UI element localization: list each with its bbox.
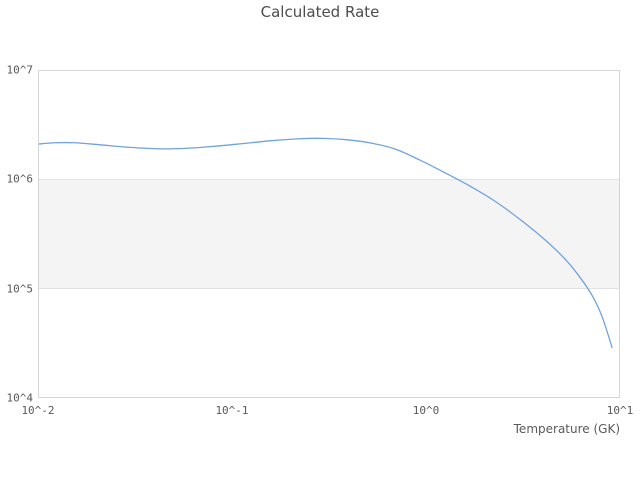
y-tick-label: 10^5 (6, 282, 34, 296)
y-tick-label: 10^7 (6, 63, 34, 77)
rate-curve-svg (38, 137, 613, 349)
x-tick-label: 10^0 (412, 404, 440, 417)
chart-title: Calculated Rate (260, 3, 380, 21)
y-tick-label: 10^4 (6, 391, 34, 405)
rate-curve (38, 137, 613, 349)
shaded-log-band (38, 179, 620, 289)
plot-area (38, 70, 620, 398)
x-tick-label: 10^-1 (215, 404, 249, 417)
x-axis-title: Temperature (GK) (513, 422, 620, 436)
x-tick-label: 10^-2 (21, 404, 55, 417)
y-tick-label: 10^6 (6, 172, 34, 186)
x-tick-label: 10^1 (606, 404, 634, 417)
